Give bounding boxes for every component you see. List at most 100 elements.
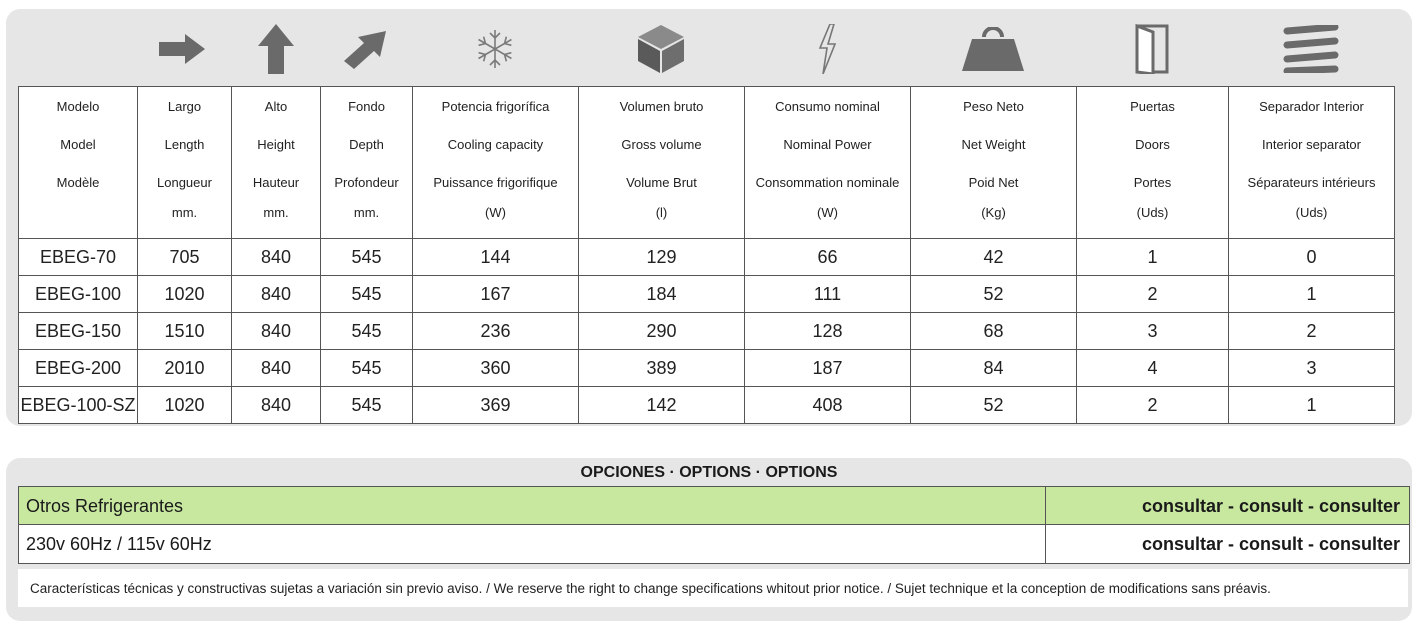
value-cell: 1 (1228, 386, 1395, 424)
value-cell: 3 (1076, 312, 1229, 350)
option-value: consultar - consult - consulter (1141, 495, 1400, 516)
value-cell: 184 (578, 275, 745, 313)
value-cell: 0 (1228, 238, 1395, 276)
unit-cell: (l) (578, 201, 745, 239)
header-cell: Length (137, 125, 232, 163)
header-cell: Height (231, 125, 321, 163)
table-row: EBEG-70 705 840 545 144 129 66 42 1 0 (18, 238, 1395, 276)
header-cell: Consommation nominale (744, 163, 911, 201)
value-cell: 1 (1228, 275, 1395, 313)
header-cell: Peso Neto (910, 86, 1077, 125)
header-cell: Interior separator (1228, 125, 1395, 163)
model-cell: EBEG-150 (18, 312, 138, 350)
value-cell: 545 (320, 312, 413, 350)
value-cell: 167 (412, 275, 579, 313)
lightning-bolt-icon (744, 19, 910, 79)
header-cell: Modelo (18, 86, 138, 125)
spec-panel: Modelo Largo Alto Fondo Potencia frigorí… (6, 9, 1412, 426)
weight-icon (910, 19, 1076, 79)
table-row: EBEG-200 2010 840 545 360 389 187 84 4 3 (18, 349, 1395, 387)
value-cell: 68 (910, 312, 1077, 350)
header-cell: Alto (231, 86, 321, 125)
header-cell: Poid Net (910, 163, 1077, 201)
cube-icon (578, 19, 744, 79)
value-cell: 111 (744, 275, 911, 313)
value-cell: 4 (1076, 349, 1229, 387)
value-cell: 1020 (137, 386, 232, 424)
value-cell: 2 (1228, 312, 1395, 350)
up-arrow-icon (231, 19, 321, 79)
value-cell: 360 (412, 349, 579, 387)
table-row: EBEG-150 1510 840 545 236 290 128 68 3 2 (18, 312, 1395, 350)
header-row-spanish: Modelo Largo Alto Fondo Potencia frigorí… (18, 86, 1395, 125)
header-cell: Volume Brut (578, 163, 745, 201)
unit-cell: (Uds) (1076, 201, 1229, 239)
value-cell: 545 (320, 386, 413, 424)
value-cell: 66 (744, 238, 911, 276)
spec-table: Modelo Largo Alto Fondo Potencia frigorí… (18, 86, 1395, 424)
unit-cell: mm. (320, 201, 413, 239)
value-cell: 128 (744, 312, 911, 350)
value-cell: 52 (910, 386, 1077, 424)
header-cell: Separador Interior (1228, 86, 1395, 125)
header-cell: Puissance frigorifique (412, 163, 579, 201)
value-cell: 2 (1076, 386, 1229, 424)
value-cell: 3 (1228, 349, 1395, 387)
model-cell: EBEG-200 (18, 349, 138, 387)
value-cell: 129 (578, 238, 745, 276)
header-cell: Modèle (18, 163, 138, 201)
value-cell: 389 (578, 349, 745, 387)
header-cell: Séparateurs intérieurs (1228, 163, 1395, 201)
value-cell: 840 (231, 349, 321, 387)
option-row: 230v 60Hz / 115v 60Hz consultar - consul… (18, 524, 1410, 564)
header-cell: Portes (1076, 163, 1229, 201)
value-cell: 142 (578, 386, 745, 424)
value-cell: 144 (412, 238, 579, 276)
value-cell: 840 (231, 386, 321, 424)
value-cell: 545 (320, 275, 413, 313)
header-cell: Depth (320, 125, 413, 163)
value-cell: 840 (231, 312, 321, 350)
value-cell: 369 (412, 386, 579, 424)
unit-cell: (W) (744, 201, 911, 239)
value-cell: 187 (744, 349, 911, 387)
header-cell: Model (18, 125, 138, 163)
unit-cell: mm. (137, 201, 232, 239)
value-cell: 2 (1076, 275, 1229, 313)
header-cell: Largo (137, 86, 232, 125)
header-cell: Hauteur (231, 163, 321, 201)
table-row: EBEG-100 1020 840 545 167 184 111 52 2 1 (18, 275, 1395, 313)
header-cell: Consumo nominal (744, 86, 911, 125)
option-label: Otros Refrigerantes (19, 487, 1046, 525)
value-cell: 705 (137, 238, 232, 276)
options-panel: OPCIONES · OPTIONS · OPTIONS Otros Refri… (6, 458, 1412, 621)
value-cell: 840 (231, 238, 321, 276)
options-title: OPCIONES · OPTIONS · OPTIONS (580, 464, 838, 481)
header-row-french: Modèle Longueur Hauteur Profondeur Puiss… (18, 163, 1395, 201)
value-cell: 545 (320, 238, 413, 276)
door-icon (1076, 19, 1228, 79)
snowflake-icon (412, 19, 578, 79)
value-cell: 52 (910, 275, 1077, 313)
header-cell: Volumen bruto (578, 86, 745, 125)
option-value: consultar - consult - consulter (1141, 533, 1400, 554)
value-cell: 2010 (137, 349, 232, 387)
unit-cell (18, 201, 138, 239)
unit-cell: (Uds) (1228, 201, 1395, 239)
value-cell: 545 (320, 349, 413, 387)
value-cell: 42 (910, 238, 1077, 276)
unit-cell: mm. (231, 201, 321, 239)
header-row-units: mm. mm. mm. (W) (l) (W) (Kg) (Uds) (Uds) (18, 201, 1395, 239)
header-cell: Gross volume (578, 125, 745, 163)
header-cell: Fondo (320, 86, 413, 125)
value-cell: 1510 (137, 312, 232, 350)
unit-cell: (W) (412, 201, 579, 239)
option-row: Otros Refrigerantes consultar - consult … (18, 486, 1410, 526)
header-cell: Cooling capacity (412, 125, 579, 163)
model-cell: EBEG-70 (18, 238, 138, 276)
right-arrow-icon (137, 19, 227, 79)
header-row-english: Model Length Height Depth Cooling capaci… (18, 125, 1395, 163)
value-cell: 290 (578, 312, 745, 350)
disclaimer-note: Características técnicas y constructivas… (18, 569, 1408, 607)
diagonal-arrow-icon (320, 19, 412, 79)
